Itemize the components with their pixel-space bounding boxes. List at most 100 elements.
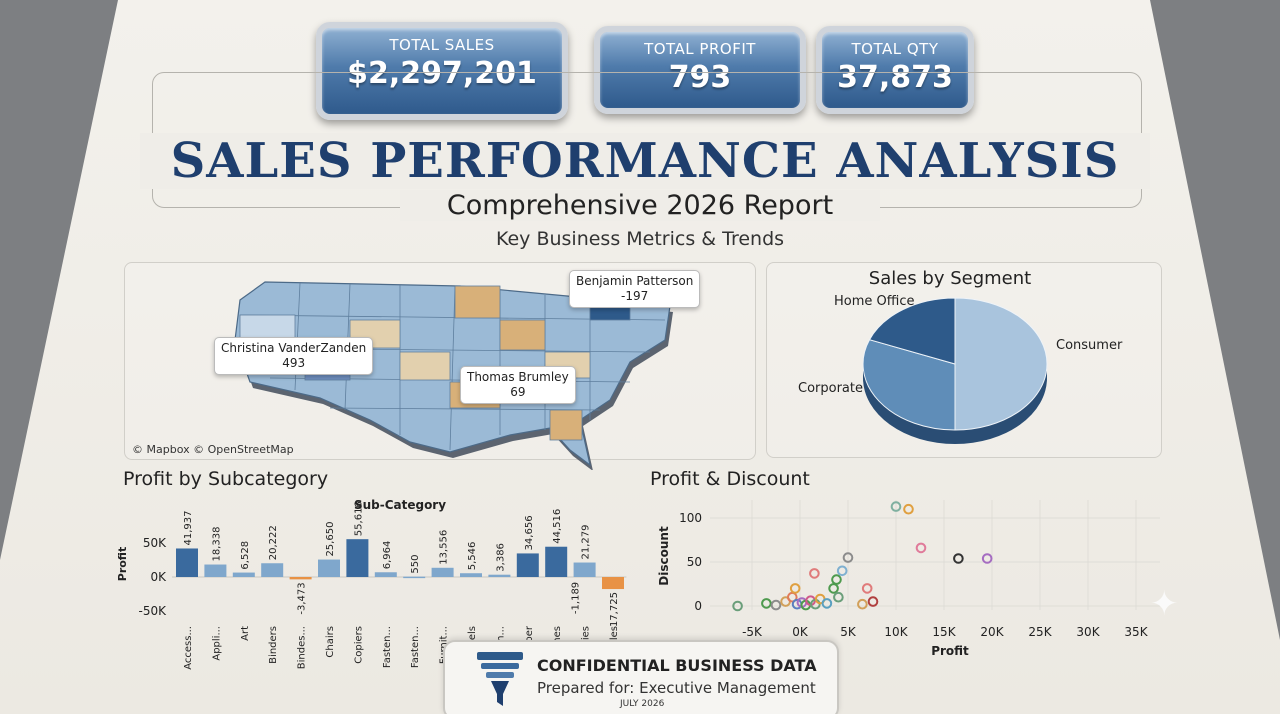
- bar-data-label-6: 55,616: [353, 501, 364, 536]
- bar-category-label-3: Binders: [268, 626, 279, 664]
- funnel-icon: [477, 652, 523, 706]
- bar-category-label-12: aper: [524, 625, 535, 649]
- us-map[interactable]: [210, 270, 690, 470]
- scatter-point-22: [890, 501, 902, 512]
- bar-category-label-10: bels: [467, 626, 478, 647]
- scatter-point-17: [842, 552, 854, 563]
- bar-8: [403, 576, 426, 579]
- bar-y-tick: 0K: [150, 570, 167, 584]
- bar-category-label-6: Copiers: [353, 626, 364, 664]
- segment-chart-title: Sales by Segment: [868, 268, 1032, 289]
- bar-data-label-11: 3,386: [495, 543, 506, 572]
- bar-category-label-5: Chairs: [325, 626, 336, 658]
- scatter-x-tick: 0K: [792, 625, 809, 639]
- scatter-point-1: [761, 598, 772, 609]
- callout-name: Christina VanderZanden: [221, 341, 367, 355]
- bar-0: [176, 548, 198, 577]
- bar-4: [289, 577, 312, 580]
- scatter-y-tick: 50: [687, 555, 702, 569]
- bar-15: [602, 577, 624, 590]
- bar-11: [488, 574, 511, 577]
- scatter-point-19: [861, 583, 873, 594]
- scatter-point-23: [903, 503, 914, 515]
- pie-slice-home-office: [868, 297, 956, 365]
- bar-chart-title: Sub-Category: [354, 498, 446, 512]
- bar-category-label-1: Appli...: [211, 626, 222, 661]
- bar-2: [232, 572, 255, 577]
- profit-discount-scatter[interactable]: -5K0K5K10K15K20K25K30K35K40K100500Profit…: [650, 494, 1170, 664]
- bar-category-label-0: Access...: [183, 626, 194, 670]
- kpi-total-profit: TOTAL PROFIT 793: [594, 26, 806, 114]
- scatter-point-26: [981, 553, 993, 564]
- sparkle-icon: ✦: [1150, 584, 1179, 624]
- confidential-footer: CONFIDENTIAL BUSINESS DATA Prepared for:…: [443, 640, 839, 714]
- scatter-point-11: [821, 598, 833, 609]
- callout-name: Thomas Brumley: [467, 370, 569, 384]
- bar-category-label-4: Bindes...: [297, 626, 308, 669]
- scatter-point-21: [857, 598, 868, 610]
- bar-data-label-7: 6,964: [382, 541, 393, 570]
- bar-category-label-11: hin...: [495, 626, 506, 651]
- scatter-x-tick: 35K: [1124, 625, 1148, 639]
- bar-y-tick: 50K: [143, 536, 167, 550]
- segment-label-consumer: Consumer: [1056, 338, 1123, 353]
- scatter-point-18: [833, 591, 844, 603]
- footer-confidential-label: CONFIDENTIAL BUSINESS DATA: [537, 656, 817, 675]
- scatter-point-14: [828, 583, 839, 594]
- bar-13: [545, 546, 568, 577]
- scatter-x-axis-label: Profit: [931, 644, 969, 658]
- kpi-total-sales: TOTAL SALES $2,297,201: [316, 22, 568, 120]
- bar-3: [261, 563, 284, 577]
- scatter-point-0: [732, 600, 743, 612]
- bar-data-label-5: 25,650: [325, 522, 336, 557]
- kpi-value: 793: [668, 60, 732, 95]
- subcategory-section-title: Profit by Subcategory: [123, 468, 329, 490]
- kpi-value: $2,297,201: [347, 56, 537, 91]
- scatter-point-4: [787, 591, 798, 603]
- segment-pie-chart[interactable]: [860, 296, 1070, 456]
- bar-data-label-0: 41,937: [183, 510, 194, 545]
- scatter-x-tick: 20K: [980, 625, 1004, 639]
- map-callout-thomas: Thomas Brumley 69: [460, 366, 576, 404]
- scatter-point-12: [789, 583, 801, 594]
- scatter-x-tick: 15K: [932, 625, 956, 639]
- bar-y-axis-label: Profit: [116, 547, 129, 581]
- bar-data-label-14: 21,279: [581, 525, 592, 560]
- callout-value: -197: [621, 289, 649, 303]
- scatter-x-tick: 5K: [840, 625, 857, 639]
- footer-date: JULY 2026: [620, 699, 665, 709]
- bar-y-tick: -50K: [139, 604, 168, 618]
- bar-data-label-10: 5,546: [467, 542, 478, 571]
- report-subtitle: Comprehensive 2026 Report: [400, 190, 880, 221]
- bar-14: [573, 562, 596, 577]
- bar-category-label-13: anes: [552, 626, 563, 650]
- bar-data-label-4: -3,473: [297, 582, 308, 614]
- scatter-point-15: [831, 574, 842, 585]
- bar-data-label-12: 34,656: [524, 515, 535, 550]
- scatter-y-axis-label: Discount: [657, 526, 671, 586]
- scatter-section-title: Profit & Discount: [650, 468, 810, 490]
- bar-data-label-3: 20,222: [268, 525, 279, 560]
- bar-9: [431, 567, 454, 577]
- bar-category-label-14: olies: [581, 626, 592, 649]
- pie-slice-consumer: [954, 297, 1048, 431]
- scatter-point-25: [953, 553, 964, 564]
- bar-5: [318, 559, 340, 577]
- callout-name: Benjamin Patterson: [576, 274, 694, 288]
- bar-data-label-1: 18,338: [211, 527, 222, 562]
- scatter-y-tick: 0: [694, 599, 702, 613]
- scatter-point-24: [915, 542, 927, 554]
- scatter-x-tick: 25K: [1028, 625, 1052, 639]
- kpi-label: TOTAL QTY: [851, 40, 939, 58]
- bar-secondary-label: -1,189: [571, 582, 582, 614]
- callout-value: 69: [510, 385, 526, 399]
- kpi-label: TOTAL PROFIT: [644, 40, 756, 58]
- bar-7: [374, 572, 397, 577]
- map-attribution: © Mapbox © OpenStreetMap: [132, 443, 294, 456]
- bar-data-label-15: -17,725: [609, 592, 620, 631]
- bar-12: [516, 553, 539, 577]
- segment-label-home-office: Home Office: [834, 294, 915, 309]
- bar-6: [346, 539, 369, 577]
- map-callout-christina: Christina VanderZanden 493: [214, 337, 374, 375]
- bar-data-label-8: 550: [410, 555, 421, 574]
